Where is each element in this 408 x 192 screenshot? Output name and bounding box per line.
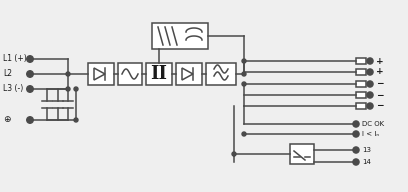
Text: L2: L2 [3, 70, 12, 79]
Circle shape [242, 82, 246, 86]
Text: 14: 14 [362, 159, 371, 165]
Text: −: − [376, 79, 384, 89]
Circle shape [367, 81, 373, 87]
Bar [176, 63, 202, 85]
Text: L3 (-): L3 (-) [3, 84, 23, 94]
Circle shape [66, 72, 70, 76]
Circle shape [242, 72, 246, 76]
Text: +: + [376, 68, 384, 76]
Circle shape [27, 71, 33, 77]
Circle shape [353, 121, 359, 127]
Bar [118, 63, 142, 85]
Circle shape [367, 92, 373, 98]
Bar [152, 23, 208, 49]
Text: −: − [376, 102, 384, 111]
Circle shape [27, 117, 33, 123]
Bar [146, 63, 172, 85]
Circle shape [66, 87, 70, 91]
Text: I < Iₙ: I < Iₙ [362, 131, 379, 137]
Circle shape [242, 132, 246, 136]
Text: ⊕: ⊕ [3, 116, 11, 124]
Text: 13: 13 [362, 147, 371, 153]
Bar [356, 103, 366, 109]
Text: DC OK: DC OK [362, 121, 384, 127]
Bar [290, 144, 314, 164]
Circle shape [353, 159, 359, 165]
Circle shape [27, 86, 33, 92]
Text: L1 (+): L1 (+) [3, 55, 27, 64]
Bar [356, 69, 366, 75]
Circle shape [232, 152, 236, 156]
Circle shape [74, 87, 78, 91]
Text: +: + [376, 56, 384, 65]
Circle shape [353, 147, 359, 153]
Text: II: II [151, 65, 168, 83]
Bar [356, 81, 366, 87]
Bar [356, 58, 366, 64]
Circle shape [367, 58, 373, 64]
Circle shape [367, 103, 373, 109]
Circle shape [353, 131, 359, 137]
Circle shape [242, 59, 246, 63]
Circle shape [367, 69, 373, 75]
Bar [88, 63, 114, 85]
Bar [356, 92, 366, 98]
Circle shape [74, 118, 78, 122]
Text: −: − [376, 90, 384, 99]
Circle shape [27, 56, 33, 62]
Bar [206, 63, 236, 85]
